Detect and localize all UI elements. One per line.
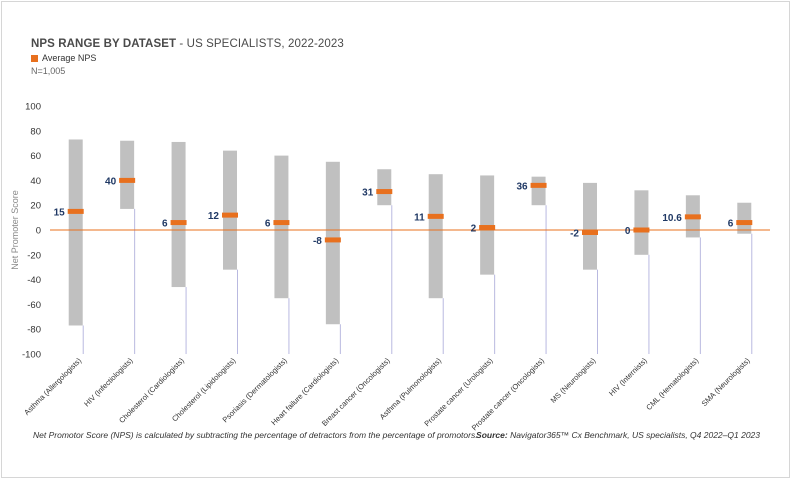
y-tick-label: 0 bbox=[36, 226, 41, 237]
average-marker bbox=[170, 220, 187, 226]
range-bar bbox=[325, 161, 340, 325]
source-text: Navigator365™ Cx Benchmark, US specialis… bbox=[507, 430, 760, 440]
range-bar bbox=[120, 140, 135, 209]
average-value-label: -2 bbox=[570, 228, 579, 239]
average-marker bbox=[479, 225, 496, 231]
range-bar bbox=[68, 139, 83, 326]
legend-swatch-average bbox=[31, 54, 38, 62]
source-note: Source: Navigator365™ Cx Benchmark, US s… bbox=[476, 430, 760, 440]
average-value-label: 6 bbox=[162, 219, 168, 230]
y-tick-label: -60 bbox=[27, 300, 41, 311]
x-tick-label: CML (Hematologists) bbox=[644, 356, 700, 412]
source-label: Source: bbox=[476, 430, 508, 440]
x-tick-label: Asthma (Allergologists) bbox=[22, 356, 83, 417]
average-value-label: 36 bbox=[516, 181, 528, 192]
x-tick-label: SMA (Neurologists) bbox=[700, 356, 752, 408]
average-value-label: -8 bbox=[313, 236, 322, 247]
average-value-label: 0 bbox=[625, 226, 631, 237]
y-tick-label: 100 bbox=[25, 102, 41, 113]
y-tick-label: -80 bbox=[27, 325, 41, 336]
average-marker bbox=[119, 177, 136, 183]
range-bar bbox=[223, 150, 237, 270]
y-tick-label: -40 bbox=[27, 275, 41, 286]
range-bar bbox=[634, 190, 649, 255]
average-value-label: 31 bbox=[362, 188, 374, 199]
range-bar bbox=[737, 202, 752, 234]
range-bar bbox=[428, 174, 443, 299]
average-marker bbox=[530, 182, 547, 188]
average-value-label: 40 bbox=[105, 176, 117, 187]
range-bar bbox=[531, 176, 546, 206]
y-tick-label: 80 bbox=[30, 126, 41, 137]
range-bar bbox=[171, 141, 186, 288]
average-marker bbox=[222, 212, 238, 218]
average-marker bbox=[427, 213, 444, 219]
range-bar bbox=[583, 182, 597, 270]
average-marker bbox=[684, 214, 701, 220]
legend-label-average: Average NPS bbox=[42, 53, 97, 63]
y-tick-label: 20 bbox=[30, 201, 41, 212]
average-value-label: 12 bbox=[208, 211, 220, 222]
x-tick-label: HIV (Infectiologists) bbox=[82, 356, 135, 409]
average-marker bbox=[736, 220, 753, 226]
average-marker bbox=[67, 208, 84, 214]
average-value-label: 2 bbox=[471, 224, 477, 235]
title-separator: - bbox=[176, 38, 187, 50]
sample-size: N=1,005 bbox=[31, 66, 66, 76]
legend: Average NPS bbox=[31, 53, 96, 63]
title-bold: NPS RANGE BY DATASET bbox=[31, 38, 177, 50]
y-tick-label: -20 bbox=[27, 250, 41, 261]
average-marker bbox=[582, 229, 598, 235]
average-value-label: 6 bbox=[728, 219, 734, 230]
average-value-label: 11 bbox=[414, 212, 425, 223]
y-tick-label: -100 bbox=[22, 350, 41, 361]
average-value-label: 15 bbox=[54, 207, 66, 218]
average-marker bbox=[633, 227, 650, 233]
average-marker bbox=[324, 237, 341, 243]
y-tick-label: 40 bbox=[30, 176, 41, 187]
average-value-label: 6 bbox=[265, 219, 271, 230]
average-marker bbox=[273, 220, 290, 226]
x-tick-label: MS (Neurologists) bbox=[549, 356, 598, 405]
chart-title: NPS RANGE BY DATASET - US SPECIALISTS, 2… bbox=[31, 38, 344, 50]
average-marker bbox=[376, 189, 393, 195]
average-value-label: 10.6 bbox=[662, 213, 682, 224]
x-tick-label: HIV (Internists) bbox=[607, 356, 649, 398]
y-axis-title: Net Promoter Score bbox=[10, 190, 20, 270]
range-bar bbox=[274, 155, 289, 299]
title-rest: US SPECIALISTS, 2022-2023 bbox=[186, 38, 344, 50]
y-tick-label: 60 bbox=[30, 151, 41, 162]
footnote: Net Promotor Score (NPS) is calculated b… bbox=[33, 430, 478, 440]
range-bar bbox=[377, 169, 392, 206]
